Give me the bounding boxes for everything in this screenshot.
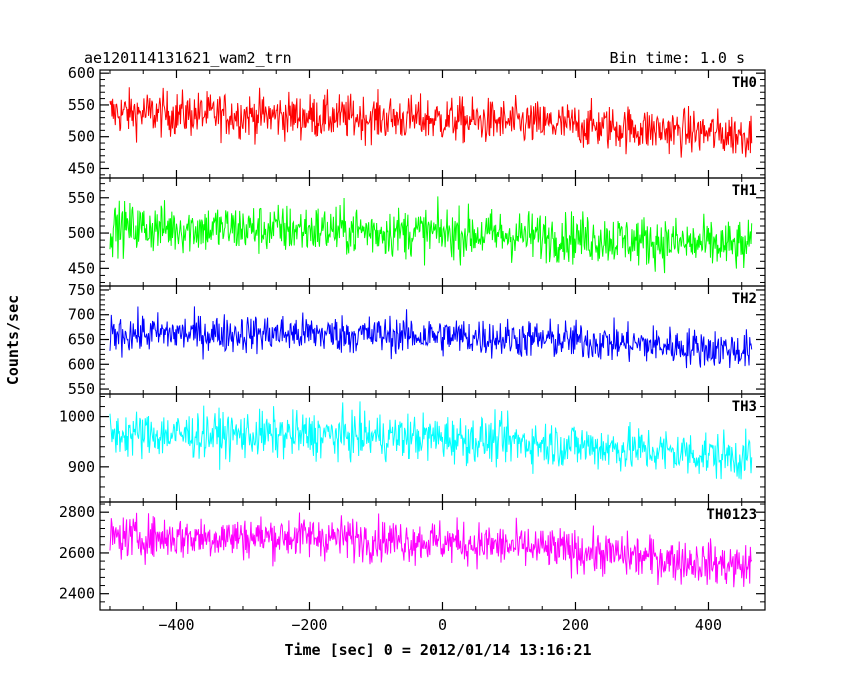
y-tick-label: 2400 [59, 585, 95, 603]
series-line-th2 [109, 306, 753, 369]
y-tick-label: 550 [68, 380, 95, 398]
y-tick-label: 2800 [59, 503, 95, 521]
x-tick-label: 0 [438, 616, 447, 634]
x-tick-label: −200 [291, 616, 327, 634]
y-tick-label: 500 [68, 128, 95, 146]
y-tick-label: 1000 [59, 408, 95, 426]
x-tick-label: 400 [695, 616, 722, 634]
x-axis-title: Time [sec] 0 = 2012/01/14 13:16:21 [284, 641, 591, 659]
series-line-th3 [109, 401, 753, 480]
panel-th1: 450 500 550 TH1 [68, 177, 766, 287]
panel-stack: 450 500 550 600 TH0 450 500 550 TH1 550 600 650 700 7… [59, 64, 766, 611]
panel-th0: 450 500 550 600 TH0 [68, 64, 766, 179]
x-axis: −400 −200 0 200 400 [158, 616, 722, 634]
y-tick-label: 500 [68, 224, 95, 242]
panel-label-th2: TH2 [732, 291, 757, 307]
y-axis-title: Counts/sec [4, 295, 22, 385]
series-line-th1 [109, 196, 753, 274]
y-tick-label: 650 [68, 331, 95, 349]
y-tick-label: 600 [68, 355, 95, 373]
panel-label-th0123: TH0123 [706, 507, 757, 523]
y-tick-label: 900 [68, 458, 95, 476]
y-tick-label: 550 [68, 96, 95, 114]
y-tick-label: 700 [68, 306, 95, 324]
panel-label-th3: TH3 [732, 399, 757, 415]
panel-label-th0: TH0 [732, 75, 757, 91]
y-tick-label: 450 [68, 159, 95, 177]
y-tick-label: 550 [68, 189, 95, 207]
panel-label-th1: TH1 [732, 183, 757, 199]
x-tick-label: 200 [562, 616, 589, 634]
series-line-th0 [109, 87, 753, 158]
panel-frame [99, 501, 766, 611]
panel-th2: 550 600 650 700 750 TH2 [68, 281, 766, 398]
panel-th0123: 2400 2600 2800 TH0123 [59, 501, 766, 611]
panel-th3: 900 1000 TH3 [59, 393, 766, 503]
y-tick-label: 450 [68, 259, 95, 277]
series-line-th0123 [109, 512, 753, 588]
y-tick-label: 600 [68, 64, 95, 82]
y-tick-label: 750 [68, 281, 95, 299]
x-tick-label: −400 [158, 616, 194, 634]
y-tick-label: 2600 [59, 544, 95, 562]
chart-title: ae120114131621_wam2_trn [84, 49, 292, 67]
bin-time-label: Bin time: 1.0 s [610, 49, 745, 67]
